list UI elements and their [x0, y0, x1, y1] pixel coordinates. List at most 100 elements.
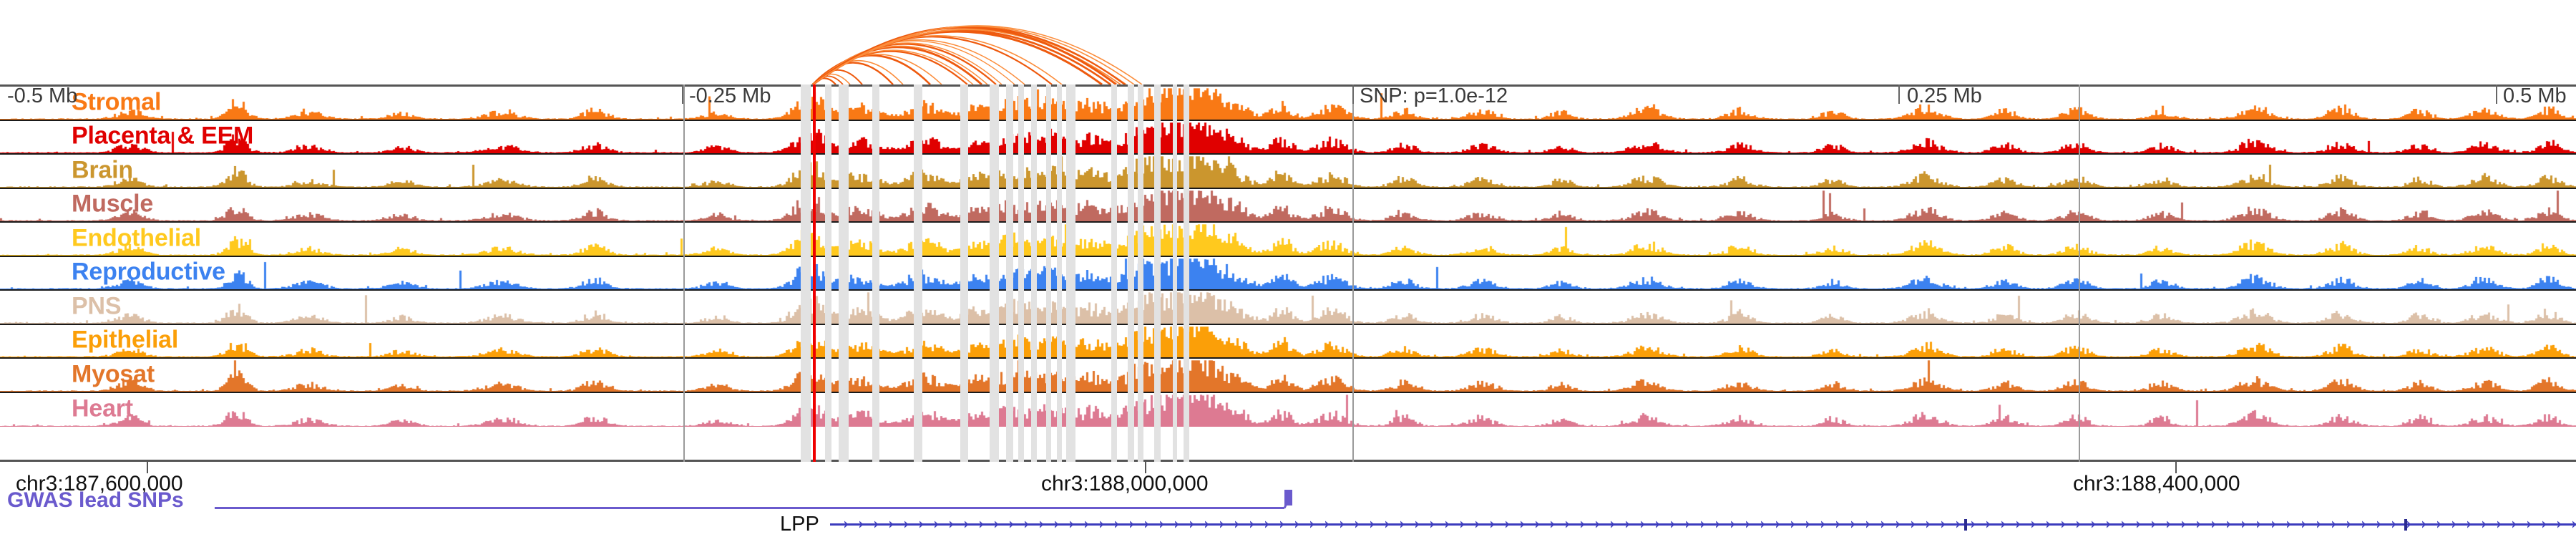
- gene-strand-arrow-icon: ›: [1008, 516, 1015, 533]
- gene-strand-arrow-icon: ›: [2526, 516, 2532, 533]
- gene-strand-arrow-icon: ›: [1955, 516, 1961, 533]
- gene-strand-arrow-icon: ›: [2075, 516, 2082, 533]
- signal-track-placenta-eem[interactable]: Placenta & EEM: [0, 120, 2576, 155]
- gene-strand-arrow-icon: ›: [2210, 516, 2217, 533]
- gene-strand-arrow-icon: ›: [1534, 516, 1541, 533]
- gene-exon: [2404, 519, 2407, 531]
- gene-strand-arrow-icon: ›: [1850, 516, 1856, 533]
- gene-strand-arrow-icon: ›: [1760, 516, 1766, 533]
- gene-strand-arrow-icon: ›: [2000, 516, 2006, 533]
- gene-strand-arrow-icon: ›: [1504, 516, 1511, 533]
- gene-strand-arrow-icon: ›: [873, 516, 879, 533]
- signal-track-stromal[interactable]: Stromal: [0, 87, 2576, 121]
- gene-strand-arrow-icon: ›: [2541, 516, 2547, 533]
- gene-strand-arrow-icon: ›: [2406, 516, 2412, 533]
- gene-strand-arrow-icon: ›: [1369, 516, 1375, 533]
- gene-strand-arrow-icon: ›: [1429, 516, 1435, 533]
- gene-strand-arrow-icon: ›: [1790, 516, 1796, 533]
- gene-strand-arrow-icon: ›: [1925, 516, 1931, 533]
- signal-track-epithelial[interactable]: Epithelial: [0, 324, 2576, 359]
- gwas-track-label: GWAS lead SNPs: [7, 488, 184, 512]
- gene-model-track[interactable]: LPP › › › › › › › › › › › › › › › › › › › › › › › › › › › › › › › › › › › ›…: [0, 513, 2576, 537]
- gene-strand-arrow-icon: ›: [1805, 516, 1811, 533]
- axis-coordinate-label: chr3:188,400,000: [2073, 472, 2240, 495]
- signal-track-brain[interactable]: Brain: [0, 155, 2576, 189]
- gene-strand-arrow-icon: ›: [1158, 516, 1165, 533]
- track-signal-canvas: [0, 223, 2576, 256]
- gene-strand-arrow-icon: ›: [2511, 516, 2517, 533]
- gene-strand-arrow-icon: ›: [1234, 516, 1240, 533]
- gene-strand-arrow-icon: ›: [948, 516, 955, 533]
- signal-track-endothelial[interactable]: Endothelial: [0, 223, 2576, 257]
- gene-strand-arrow-icon: ›: [1594, 516, 1601, 533]
- gene-strand-arrow-icon: ›: [2556, 516, 2562, 533]
- gene-strand-arrow-icon: ›: [1354, 516, 1360, 533]
- gene-name-label: LPP: [780, 513, 819, 536]
- track-signal-canvas: [0, 256, 2576, 289]
- gene-strand-arrow-icon: ›: [1940, 516, 1946, 533]
- gene-strand-arrow-icon: ›: [2481, 516, 2487, 533]
- gene-strand-arrow-icon: ›: [1143, 516, 1150, 533]
- gene-strand-arrow-icon: ›: [1249, 516, 1255, 533]
- track-signal-canvas: [0, 359, 2576, 392]
- track-signal-canvas: [0, 188, 2576, 221]
- gene-strand-arrow-icon: ›: [1639, 516, 1646, 533]
- gwas-baseline: [215, 507, 1284, 509]
- gene-strand-arrow-icon: ›: [1865, 516, 1871, 533]
- axis-tick: [2175, 462, 2177, 473]
- gene-strand-arrow-icon: ›: [1985, 516, 1991, 533]
- gene-strand-arrow-icon: ›: [1339, 516, 1345, 533]
- signal-track-heart[interactable]: Heart: [0, 392, 2576, 427]
- gene-strand-arrow-icon: ›: [1128, 516, 1135, 533]
- axis-tick: [1145, 462, 1146, 473]
- gene-strand-arrow-icon: ›: [903, 516, 909, 533]
- track-signal-canvas: [0, 120, 2576, 153]
- gene-strand-arrow-icon: ›: [1309, 516, 1315, 533]
- gene-strand-arrow-icon: ›: [1489, 516, 1496, 533]
- gene-strand-arrow-icon: ›: [2316, 516, 2322, 533]
- axis-tick: [147, 462, 148, 473]
- gene-strand-arrow-icon: ›: [1714, 516, 1721, 533]
- gene-strand-arrow-icon: ›: [2120, 516, 2127, 533]
- gene-strand-arrow-icon: ›: [2436, 516, 2442, 533]
- arc-svg: [812, 25, 1143, 84]
- gene-strand-arrow-icon: ›: [2376, 516, 2382, 533]
- gene-strand-arrow-icon: ›: [2285, 516, 2292, 533]
- gene-strand-arrow-icon: ›: [2270, 516, 2277, 533]
- gene-strand-arrow-icon: ›: [2150, 516, 2157, 533]
- gene-strand-arrow-icon: ›: [858, 516, 864, 533]
- signal-track-pns[interactable]: PNS: [0, 291, 2576, 325]
- gene-strand-arrow-icon: ›: [1083, 516, 1090, 533]
- gene-body-line: [830, 523, 2576, 526]
- gene-strand-arrow-icon: ›: [2090, 516, 2097, 533]
- gene-strand-arrow-icon: ›: [1729, 516, 1736, 533]
- gene-strand-arrow-icon: ›: [1654, 516, 1661, 533]
- signal-track-myosat[interactable]: Myosat: [0, 359, 2576, 393]
- gene-strand-arrow-icon: ›: [1174, 516, 1180, 533]
- gene-strand-arrow-icon: ›: [1669, 516, 1676, 533]
- gene-strand-arrow-icon: ›: [1459, 516, 1465, 533]
- signal-track-muscle[interactable]: Muscle: [0, 188, 2576, 223]
- track-signal-canvas: [0, 392, 2576, 427]
- gene-strand-arrow-icon: ›: [1068, 516, 1075, 533]
- gene-strand-arrow-icon: ›: [1549, 516, 1556, 533]
- gene-strand-arrow-icon: ›: [1970, 516, 1976, 533]
- track-signal-canvas: [0, 87, 2576, 120]
- gene-strand-arrow-icon: ›: [1324, 516, 1330, 533]
- signal-track-reproductive[interactable]: Reproductive: [0, 256, 2576, 291]
- chromatin-loop-arc: [812, 28, 1127, 84]
- gene-strand-arrow-icon: ›: [1399, 516, 1405, 533]
- gwas-lead-snp-mark[interactable]: [1284, 490, 1292, 505]
- gene-strand-arrow-icon: ›: [2240, 516, 2247, 533]
- gene-strand-arrow-icon: ›: [1053, 516, 1060, 533]
- gene-strand-arrow-icon: ›: [1624, 516, 1631, 533]
- gene-strand-arrow-icon: ›: [2361, 516, 2367, 533]
- gwas-lead-snp-track[interactable]: GWAS lead SNPs: [0, 488, 2576, 513]
- gene-strand-arrow-icon: ›: [1023, 516, 1030, 533]
- gene-strand-arrow-icon: ›: [1564, 516, 1571, 533]
- gene-strand-arrow-icon: ›: [1895, 516, 1901, 533]
- gene-strand-arrow-icon: ›: [1579, 516, 1586, 533]
- gene-strand-arrow-icon: ›: [2451, 516, 2457, 533]
- gene-strand-arrow-icon: ›: [963, 516, 970, 533]
